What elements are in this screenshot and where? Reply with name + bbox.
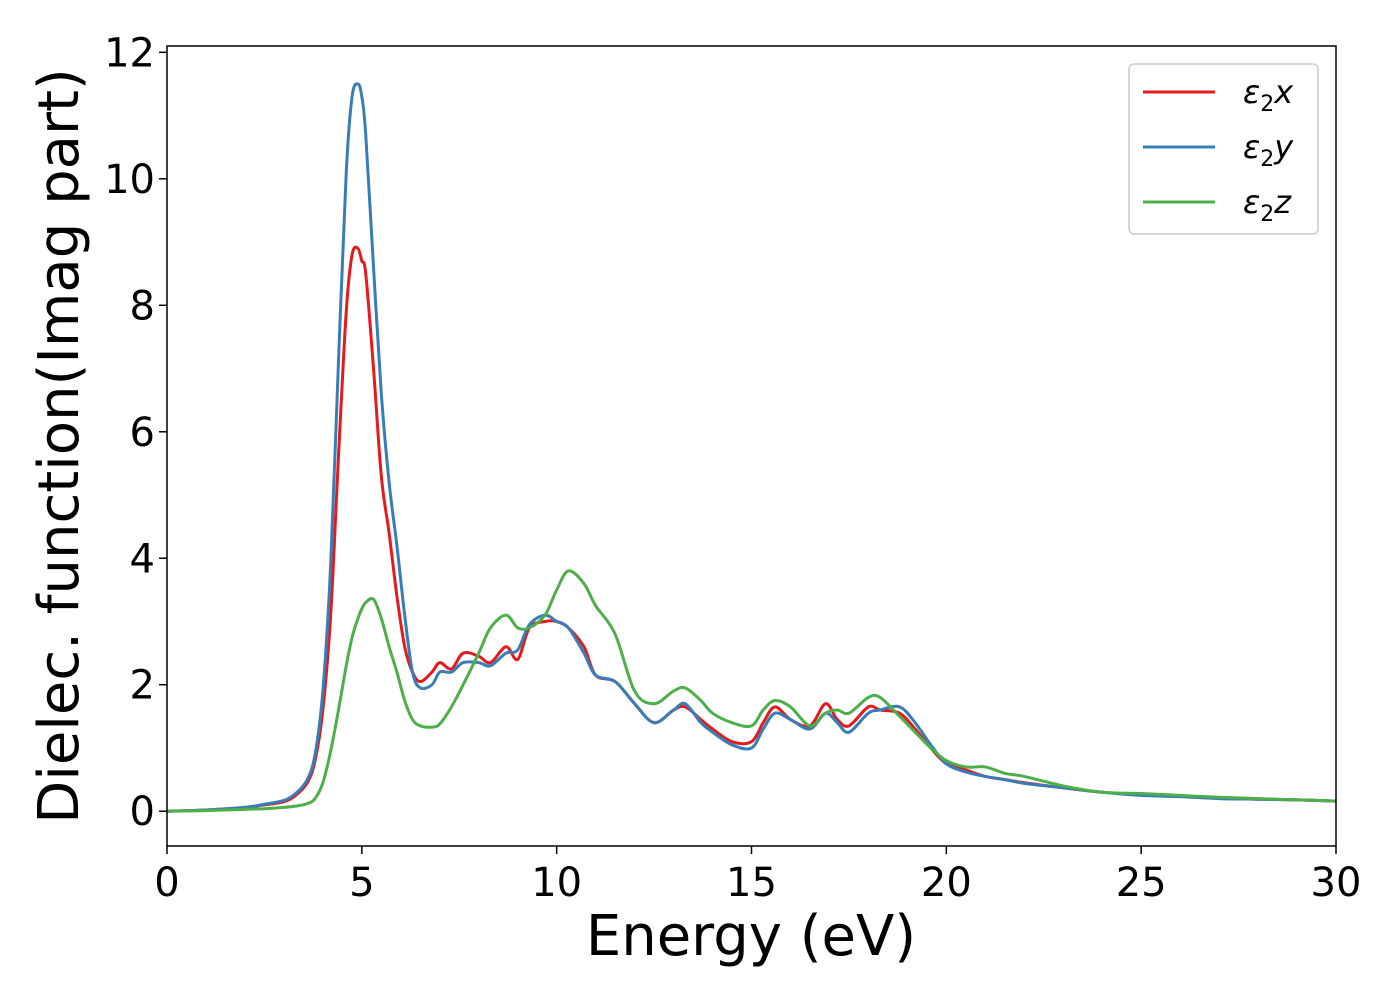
- legend-label-z: ε2z: [1243, 183, 1292, 227]
- x-tick-label: 10: [531, 860, 582, 906]
- x-tick-label: 30: [1311, 860, 1362, 906]
- y-tick-label: 0: [130, 789, 155, 835]
- legend-box: [1128, 63, 1319, 235]
- y-tick-label: 12: [104, 30, 155, 76]
- legend: ε2x ε2y ε2z: [1128, 63, 1319, 235]
- plot-layer: [167, 82, 1336, 813]
- series-line-y: [167, 82, 1336, 813]
- x-axis-label: Energy (eV): [586, 904, 916, 969]
- x-tick-label: 5: [349, 860, 374, 906]
- y-axis-label: Dielec. function(Imag part): [27, 68, 92, 824]
- y-tick-label: 8: [130, 283, 155, 329]
- x-tick-label: 15: [726, 860, 777, 906]
- tick-layer: 0 5 10 15 20 25 30 0 2 4 6 8 10 12: [104, 30, 1361, 906]
- legend-label-y: ε2y: [1243, 128, 1294, 172]
- y-tick-label: 10: [104, 157, 155, 203]
- x-tick-label: 25: [1116, 860, 1167, 906]
- series-line-z: [167, 569, 1336, 813]
- x-tick-label: 20: [921, 860, 972, 906]
- x-tick-label: 0: [154, 860, 179, 906]
- y-tick-label: 2: [130, 663, 155, 709]
- y-tick-label: 4: [130, 536, 155, 582]
- legend-label-x: ε2x: [1243, 73, 1294, 117]
- y-tick-label: 6: [130, 410, 155, 456]
